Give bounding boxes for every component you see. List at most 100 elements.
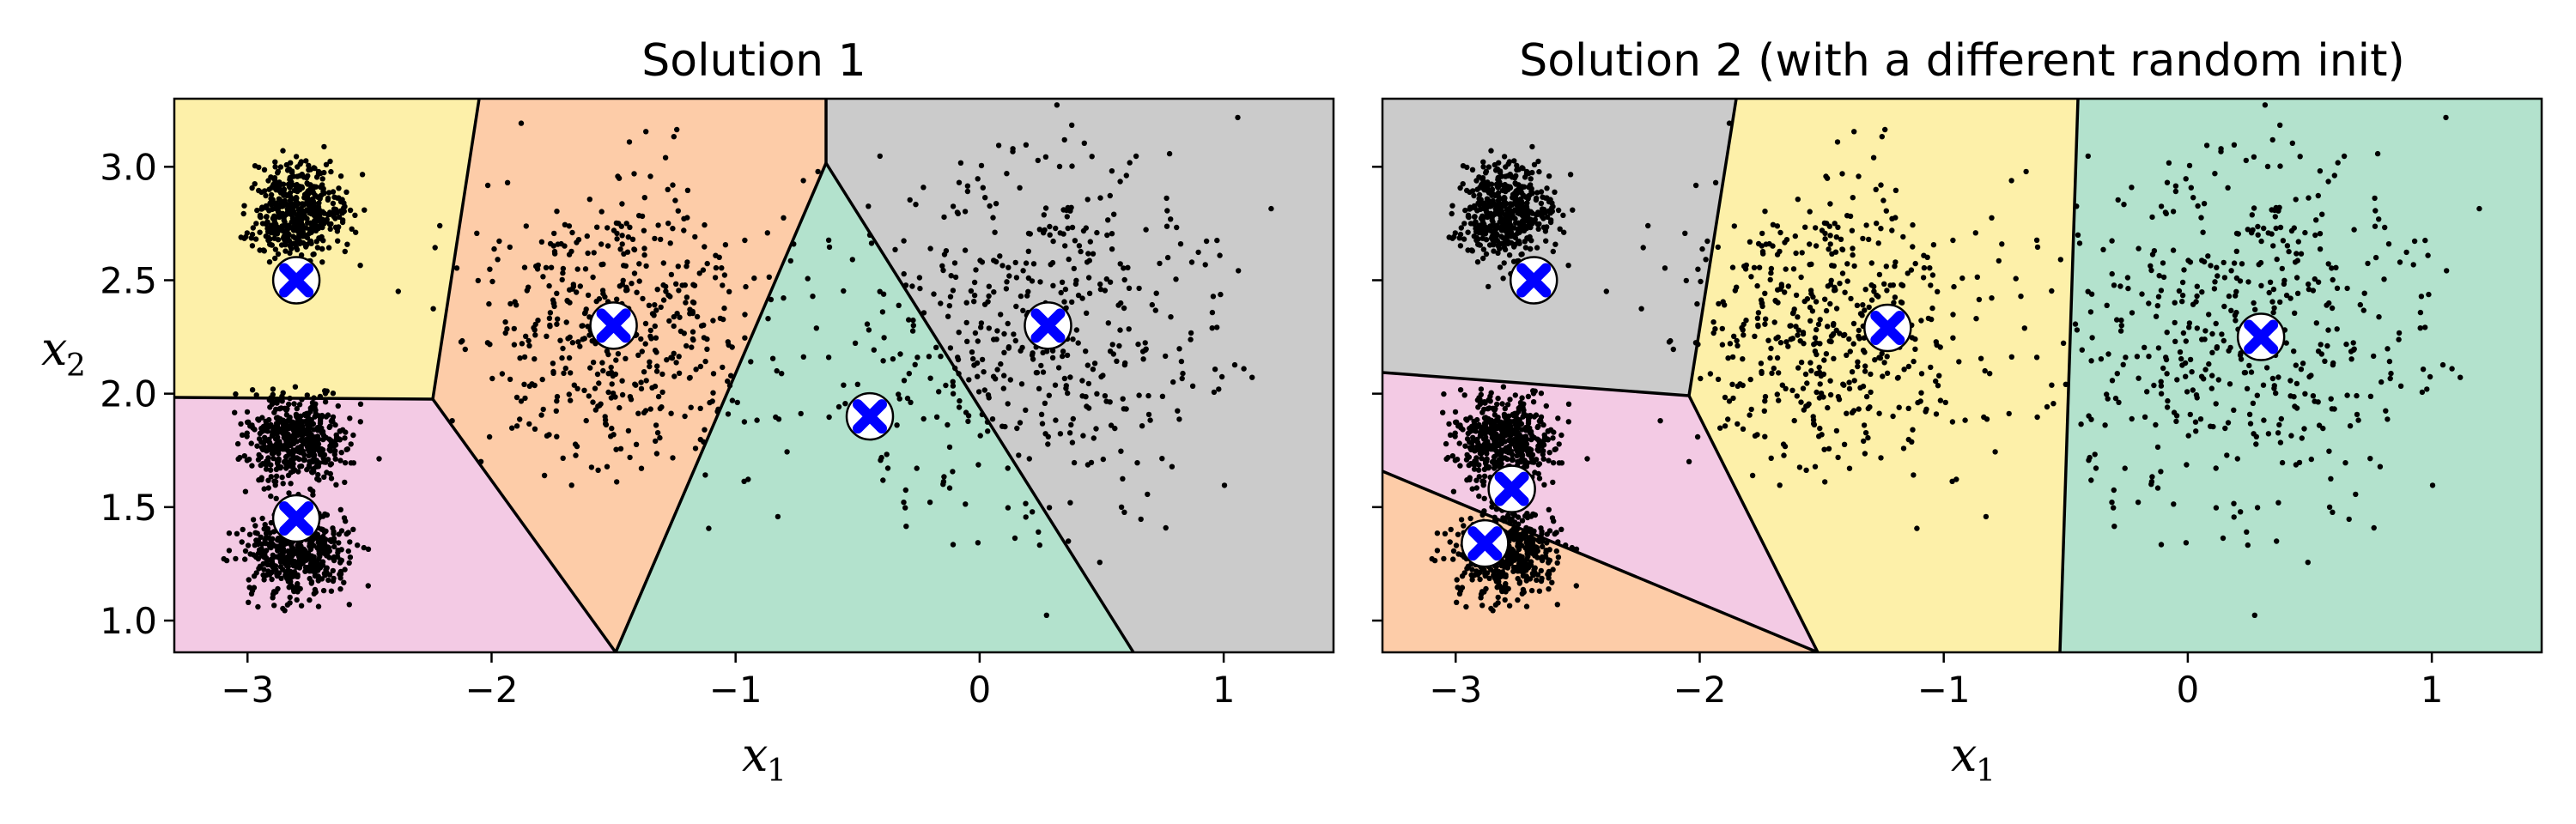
- data-point: [2194, 293, 2200, 300]
- data-point: [1459, 573, 1466, 579]
- data-point: [474, 230, 480, 236]
- data-point: [2251, 612, 2257, 618]
- data-point: [346, 560, 352, 566]
- data-point: [701, 322, 707, 328]
- data-point: [1515, 230, 1521, 237]
- data-point: [972, 330, 979, 336]
- data-point: [1446, 421, 1452, 427]
- data-point: [1517, 399, 1524, 406]
- data-point: [2074, 203, 2080, 209]
- data-point: [1573, 546, 1580, 552]
- data-point: [270, 450, 276, 457]
- data-point: [981, 387, 988, 393]
- data-point: [1776, 397, 1782, 403]
- data-point: [1749, 472, 1756, 479]
- data-point: [1066, 256, 1072, 263]
- data-point: [512, 299, 518, 305]
- data-point: [2118, 323, 2124, 329]
- data-point: [2265, 230, 2271, 236]
- data-point: [901, 500, 907, 506]
- data-point: [2124, 275, 2131, 281]
- data-point: [2425, 252, 2431, 258]
- data-point: [906, 371, 913, 377]
- data-point: [2330, 361, 2336, 368]
- data-point: [1038, 411, 1045, 417]
- data-point: [1036, 227, 1043, 233]
- data-point: [1789, 310, 1796, 317]
- data-point: [347, 554, 354, 560]
- data-point: [344, 241, 350, 247]
- data-point: [546, 315, 553, 321]
- data-point: [914, 354, 920, 360]
- data-point: [2372, 208, 2379, 214]
- data-point: [1509, 202, 1515, 209]
- data-point: [265, 477, 271, 483]
- data-point: [991, 289, 997, 295]
- data-point: [880, 358, 886, 364]
- data-point: [1777, 482, 1783, 488]
- data-point: [1168, 216, 1174, 222]
- data-point: [1862, 451, 1868, 457]
- data-point: [1754, 282, 1760, 289]
- data-point: [671, 134, 677, 140]
- data-point: [1873, 186, 1879, 192]
- data-point: [291, 586, 297, 592]
- data-point: [304, 234, 311, 241]
- data-point: [547, 324, 553, 330]
- data-point: [2232, 312, 2239, 318]
- data-point: [1782, 289, 1788, 295]
- data-point: [1755, 324, 1761, 330]
- data-point: [1774, 391, 1780, 397]
- data-point: [1457, 422, 1463, 428]
- data-point: [1524, 206, 1530, 213]
- data-point: [1777, 229, 1783, 236]
- data-point: [261, 566, 267, 573]
- data-point: [568, 482, 574, 488]
- data-point: [261, 550, 267, 556]
- data-point: [1807, 318, 1814, 324]
- data-point: [2164, 404, 2171, 410]
- data-point: [1544, 540, 1550, 546]
- data-point: [1522, 446, 1528, 452]
- data-point: [614, 296, 620, 302]
- data-point: [974, 360, 981, 367]
- data-point: [2383, 408, 2389, 414]
- data-point: [1759, 300, 1765, 306]
- data-point: [2117, 283, 2123, 289]
- data-point: [1866, 236, 1872, 243]
- data-point: [2385, 346, 2391, 352]
- data-point: [1500, 384, 1507, 390]
- data-point: [1878, 182, 1884, 188]
- data-point: [609, 425, 615, 432]
- data-point: [550, 300, 557, 306]
- data-point: [1069, 122, 1075, 128]
- data-point: [2244, 385, 2251, 391]
- data-point: [1822, 236, 1828, 242]
- data-point: [842, 401, 848, 407]
- data-point: [1121, 361, 1128, 368]
- data-point: [280, 148, 286, 154]
- data-point: [2228, 307, 2234, 313]
- data-point: [1892, 264, 1898, 270]
- data-point: [1434, 530, 1441, 536]
- data-point: [1079, 295, 1085, 301]
- data-point: [330, 419, 336, 425]
- data-point: [2160, 365, 2166, 372]
- data-point: [1476, 196, 1483, 203]
- data-point: [1775, 287, 1781, 293]
- data-point: [2189, 369, 2195, 375]
- data-point: [1057, 230, 1063, 236]
- data-point: [781, 215, 787, 221]
- data-point: [1951, 283, 1957, 290]
- data-point: [659, 389, 665, 396]
- data-point: [2215, 377, 2221, 383]
- data-point: [540, 274, 546, 280]
- data-point: [826, 244, 833, 251]
- data-point: [864, 321, 871, 327]
- data-point: [565, 336, 571, 342]
- data-point: [1797, 338, 1803, 344]
- data-point: [1792, 233, 1798, 239]
- data-point: [615, 351, 622, 357]
- data-point: [1485, 164, 1492, 170]
- data-point: [641, 245, 647, 251]
